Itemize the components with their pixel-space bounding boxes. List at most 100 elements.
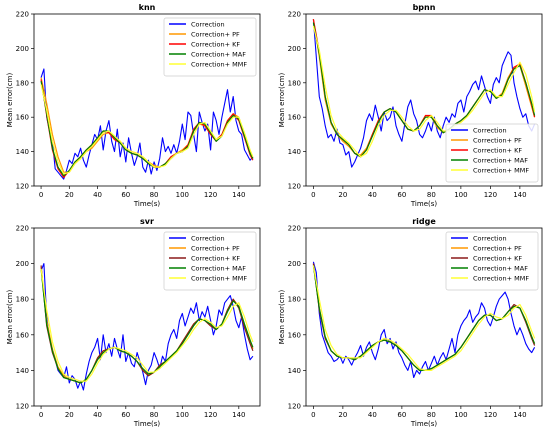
y-tick-label: 220 <box>16 225 29 233</box>
x-tick-label: 140 <box>232 191 245 199</box>
y-tick-label: 120 <box>288 403 301 411</box>
y-tick-label: 200 <box>288 260 301 268</box>
legend-label: Correction+ MMF <box>191 275 247 283</box>
plot-frame <box>33 13 261 187</box>
y-tick-label: 220 <box>288 11 301 19</box>
x-tick-label: 0 <box>311 411 315 419</box>
series-line-4 <box>40 84 254 175</box>
x-tick-label: 100 <box>176 411 189 419</box>
x-tick-label: 80 <box>427 191 436 199</box>
legend-label: Correction+ MMF <box>191 61 247 69</box>
legend-label: Correction+ KF <box>473 255 522 263</box>
chart-title: knn <box>139 3 156 12</box>
y-axis-label: Mean error(cm) <box>278 290 286 345</box>
legend-label: Correction+ MAF <box>473 157 528 165</box>
x-tick-label: 80 <box>427 411 436 419</box>
panel-svr: svr 0 20 40 60 80 100 120 140 120 140 160 180 200 220 T… <box>6 217 261 428</box>
y-tick-label: 120 <box>16 403 29 411</box>
x-tick-label: 100 <box>454 191 467 199</box>
series-line-0 <box>312 19 536 168</box>
panel-ridge: ridge 0 20 40 60 80 100 120 140 120 140 160 180 200 22… <box>278 217 543 428</box>
y-tick-label: 180 <box>288 296 301 304</box>
legend-box <box>445 231 539 291</box>
panel-bpnn: bpnn 0 20 40 60 80 100 120 140 120 140 160 180 200 220… <box>278 3 543 208</box>
legend-label: Correction <box>473 127 507 135</box>
x-tick-label: 100 <box>454 411 467 419</box>
x-tick-label: 120 <box>484 411 497 419</box>
x-tick-label: 100 <box>176 191 189 199</box>
x-tick-label: 20 <box>338 191 347 199</box>
legend-label: Correction+ KF <box>191 255 240 263</box>
legend: Correction Correction+ PF Correction+ KF Co… <box>163 231 257 291</box>
y-axis-label: Mean error(cm) <box>6 73 14 128</box>
y-tick-label: 180 <box>288 79 301 87</box>
x-tick-label: 0 <box>39 411 43 419</box>
legend-label: Correction+ KF <box>473 147 522 155</box>
legend-label: Correction+ MAF <box>191 265 246 273</box>
x-tick-label: 120 <box>204 191 217 199</box>
y-tick-label: 140 <box>16 367 29 375</box>
series-line-0 <box>40 68 254 180</box>
chart-title: bpnn <box>413 3 436 12</box>
y-tick-label: 220 <box>288 225 301 233</box>
y-tick-label: 180 <box>16 79 29 87</box>
y-tick-label: 200 <box>16 45 29 53</box>
legend-box <box>445 123 539 183</box>
y-tick-label: 120 <box>288 183 301 191</box>
legend-label: Correction+ PF <box>191 245 240 253</box>
chart-title: ridge <box>412 217 436 226</box>
x-tick-label: 120 <box>204 411 217 419</box>
legend-box <box>163 17 257 77</box>
legend-label: Correction+ PF <box>473 245 522 253</box>
chart-title: svr <box>140 217 154 226</box>
x-tick-label: 40 <box>93 411 102 419</box>
legend-label: Correction+ KF <box>191 41 240 49</box>
y-tick-label: 220 <box>16 11 29 19</box>
x-tick-label: 20 <box>65 191 74 199</box>
x-axis-label: Time(s) <box>410 200 438 208</box>
x-tick-label: 120 <box>484 191 497 199</box>
legend-label: Correction <box>473 235 507 243</box>
y-tick-label: 140 <box>288 367 301 375</box>
series-line-3 <box>312 22 536 158</box>
y-tick-label: 160 <box>288 114 301 122</box>
x-tick-label: 60 <box>121 191 130 199</box>
y-tick-label: 140 <box>16 148 29 156</box>
series-line-4 <box>312 25 536 158</box>
panel-knn: knn 0 20 40 60 80 100 120 140 120 140 160 180 200 220 T… <box>6 3 261 208</box>
x-tick-label: 60 <box>121 411 130 419</box>
x-axis-label: Time(s) <box>133 420 161 428</box>
y-tick-label: 180 <box>16 296 29 304</box>
legend-label: Correction+ MMF <box>473 167 529 175</box>
legend-label: Correction+ PF <box>191 31 240 39</box>
x-tick-label: 140 <box>513 191 526 199</box>
x-tick-label: 140 <box>232 411 245 419</box>
x-tick-label: 60 <box>397 191 406 199</box>
x-tick-label: 140 <box>513 411 526 419</box>
series-line-4 <box>40 268 254 382</box>
y-axis-label: Mean error(cm) <box>6 290 14 345</box>
y-tick-label: 200 <box>288 45 301 53</box>
x-tick-label: 80 <box>150 411 159 419</box>
x-tick-label: 0 <box>39 191 43 199</box>
legend-box <box>163 231 257 291</box>
x-tick-label: 20 <box>338 411 347 419</box>
legend: Correction Correction+ PF Correction+ KF Co… <box>445 231 539 291</box>
x-tick-label: 40 <box>368 411 377 419</box>
x-tick-label: 80 <box>150 191 159 199</box>
y-tick-label: 120 <box>16 183 29 191</box>
plot-frame <box>33 227 261 407</box>
y-tick-label: 200 <box>16 260 29 268</box>
x-axis-label: Time(s) <box>410 420 438 428</box>
y-tick-label: 160 <box>16 114 29 122</box>
x-axis-label: Time(s) <box>133 200 161 208</box>
x-tick-label: 0 <box>311 191 315 199</box>
legend-label: Correction <box>191 21 225 29</box>
legend-label: Correction+ PF <box>473 137 522 145</box>
y-axis-label: Mean error(cm) <box>278 73 286 128</box>
legend: Correction Correction+ PF Correction+ KF Co… <box>445 123 539 183</box>
legend-label: Correction+ MAF <box>473 265 528 273</box>
plot-frame <box>305 227 543 407</box>
legend-label: Correction <box>191 235 225 243</box>
